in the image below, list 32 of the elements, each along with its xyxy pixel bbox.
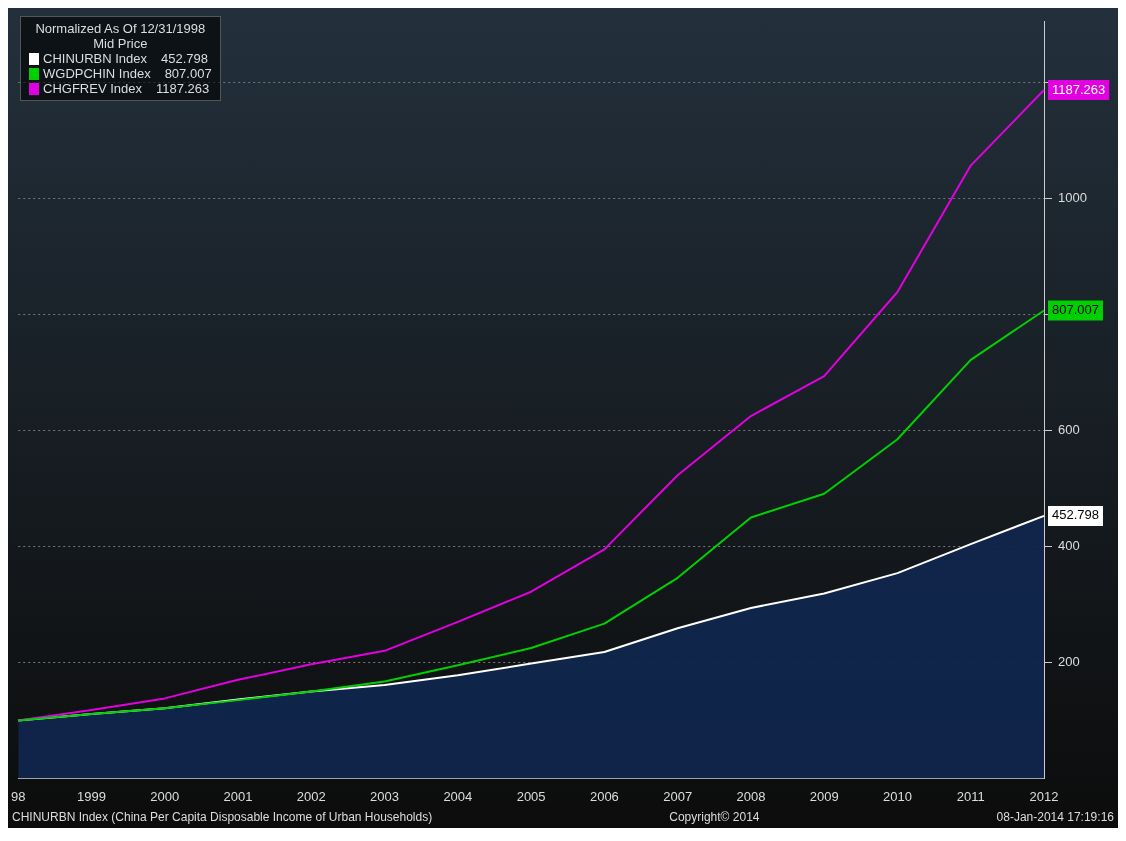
x-tick-label: 1999 xyxy=(77,788,106,804)
legend-title: Normalized As Of 12/31/1998 Mid Price xyxy=(34,21,207,51)
x-tick-label: 2005 xyxy=(516,788,546,804)
data-label: 1187.263 xyxy=(1052,81,1106,97)
text: 1187.263 xyxy=(155,81,210,96)
y-tick-label: 400 xyxy=(1058,538,1080,554)
text: 807.007 xyxy=(164,66,212,81)
legend-label: WGDPCHIN Index xyxy=(43,66,151,81)
x-tick-label: 2003 xyxy=(370,788,400,804)
data-label: 452.798 xyxy=(1052,507,1099,523)
x-tick-label: 2009 xyxy=(809,788,839,804)
text: CHINURBN Index (China Per Capita Disposable Income of Urban Households) xyxy=(12,810,433,824)
y-tick-label: 1000 xyxy=(1058,190,1087,206)
text: Copyright© 2014 xyxy=(669,810,760,824)
text: 08-Jan-2014 17:19:16 xyxy=(996,810,1114,824)
x-tick-label: 98 xyxy=(11,788,26,804)
x-tick-label: 2006 xyxy=(589,788,619,804)
y-tick-label: 200 xyxy=(1058,654,1080,670)
legend-label: CHGFREV Index xyxy=(43,81,142,96)
x-tick-label: 2010 xyxy=(883,788,912,804)
x-tick-label: 2004 xyxy=(443,788,473,804)
x-tick-label: 2002 xyxy=(296,788,326,804)
y-tick-label: 600 xyxy=(1058,422,1080,438)
text: 452.798 xyxy=(161,51,209,66)
x-tick-label: 2000 xyxy=(150,788,180,804)
x-tick-label: 2012 xyxy=(1029,788,1059,804)
x-tick-label: 2001 xyxy=(223,788,253,804)
x-tick-label: 2008 xyxy=(736,788,766,804)
x-tick-label: 2007 xyxy=(663,788,693,804)
legend-label: CHINURBN Index xyxy=(43,51,148,66)
data-label: 807.007 xyxy=(1052,302,1099,318)
x-tick-label: 2011 xyxy=(956,788,985,804)
